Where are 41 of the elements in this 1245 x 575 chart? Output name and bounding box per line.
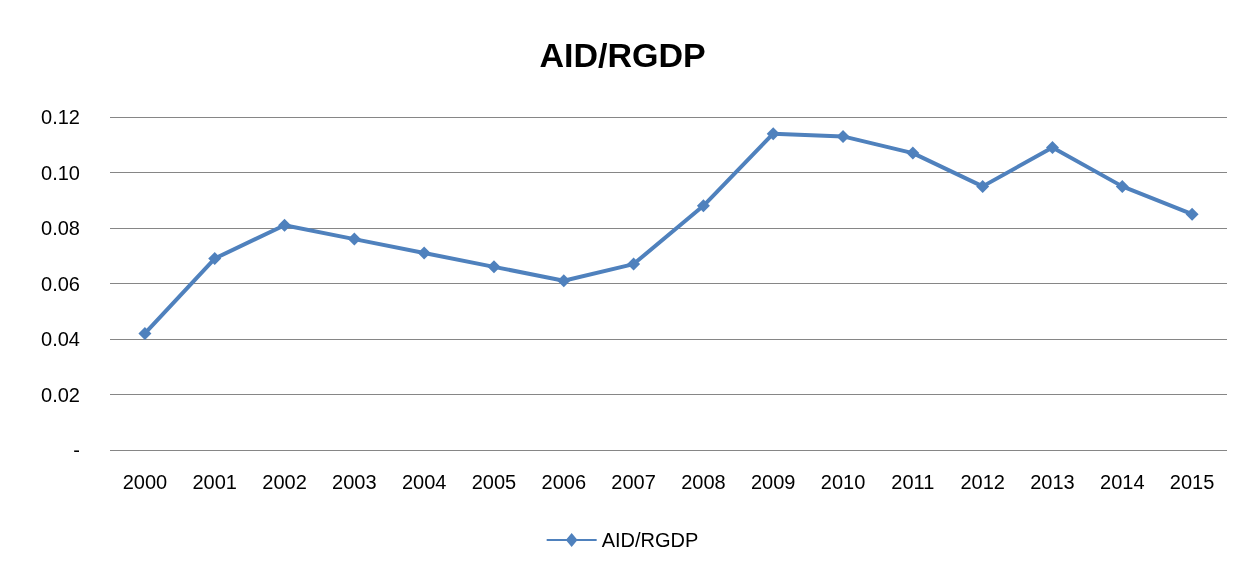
x-tick-label: 2004 [401, 471, 447, 493]
y-tick-label: 0.12 [41, 106, 80, 128]
point [906, 146, 920, 160]
point [208, 252, 222, 266]
x-tick-label: 2001 [192, 471, 237, 493]
point [138, 326, 152, 340]
point [278, 218, 292, 232]
point [417, 246, 431, 260]
x-tick-label: 2010 [820, 471, 866, 493]
point [976, 179, 990, 193]
point [696, 199, 710, 213]
point [627, 257, 641, 271]
legend-label: AID/RGDP [601, 529, 699, 551]
point [836, 129, 850, 143]
y-tick-label: 0.02 [41, 383, 80, 406]
x-tick-label: 2000 [122, 471, 168, 493]
x-tick-label: 2015 [1169, 471, 1215, 493]
x-tick-label: 2005 [471, 471, 517, 493]
point [1045, 141, 1059, 155]
chart-title: AID/RGDP [539, 36, 706, 74]
point [347, 232, 361, 246]
y-tick-label: 0.10 [41, 161, 80, 184]
x-tick-label: 2008 [681, 471, 726, 493]
point [766, 127, 780, 141]
point [1115, 179, 1129, 193]
x-tick-label: 2011 [891, 471, 935, 493]
y-tick-label: 0.06 [41, 272, 80, 295]
x-tick-label: 2002 [262, 471, 307, 493]
point [487, 260, 501, 274]
x-tick-label: 2014 [1100, 471, 1145, 493]
y-tick-label: - [73, 439, 80, 461]
point [557, 274, 571, 288]
y-tick-label: 0.04 [41, 328, 80, 350]
x-tick-label: 2003 [332, 471, 377, 493]
x-tick-label: 2007 [611, 471, 656, 493]
x-tick-label: 2013 [1030, 471, 1075, 493]
point [1185, 207, 1199, 221]
x-tick-label: 2009 [750, 471, 796, 493]
x-tick-label: 2006 [541, 471, 587, 493]
x-tick-label: 2012 [960, 471, 1005, 493]
y-tick-label: 0.08 [41, 217, 80, 239]
